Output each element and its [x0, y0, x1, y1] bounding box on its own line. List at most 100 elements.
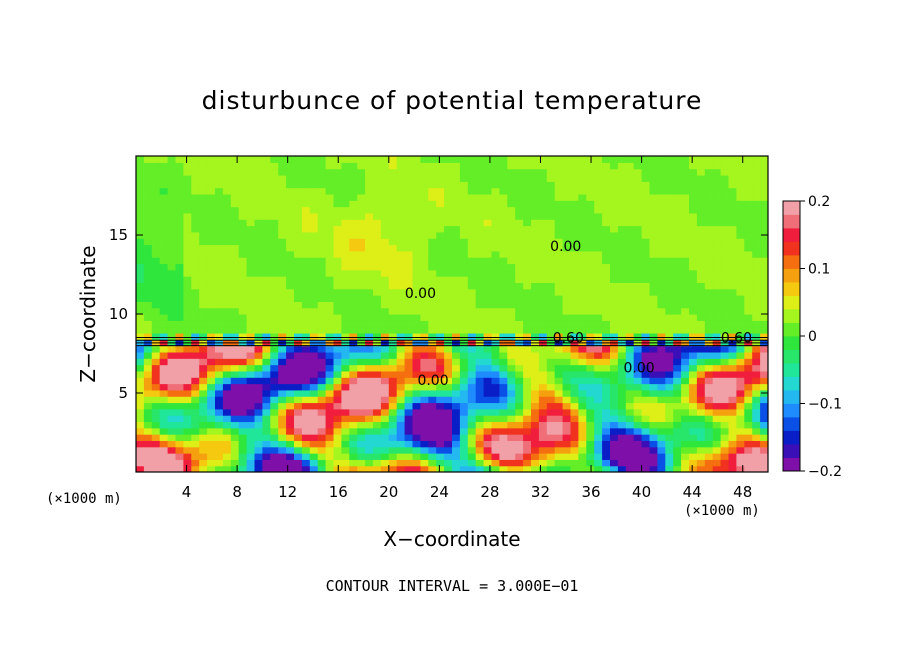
heatmap-cell [246, 314, 256, 321]
heatmap-cell [341, 453, 350, 460]
heatmap-cell [704, 408, 714, 416]
heatmap-cell [499, 282, 508, 290]
heatmap-cell [333, 446, 342, 454]
heatmap-cell [562, 301, 572, 309]
heatmap-cell [499, 187, 508, 195]
heatmap-cell [531, 320, 540, 328]
heatmap-cell [475, 200, 485, 208]
heatmap-cell [554, 250, 564, 258]
heatmap-cell [728, 351, 737, 359]
heatmap-cell [712, 193, 722, 201]
heatmap-cell [681, 174, 690, 182]
heatmap-cell [294, 295, 303, 302]
heatmap-cell [396, 288, 406, 296]
heatmap-cell [744, 459, 753, 467]
heatmap-cell [594, 345, 603, 353]
heatmap-cell [230, 326, 240, 334]
heatmap-cell [159, 434, 169, 441]
heatmap-cell [712, 206, 722, 214]
heatmap-cell [689, 276, 698, 283]
heatmap-cell [191, 282, 200, 290]
heatmap-cell [499, 326, 508, 334]
heatmap-cell [459, 314, 469, 321]
heatmap-cell [317, 402, 327, 410]
heatmap-cell [562, 269, 572, 277]
heatmap-cell [294, 364, 303, 372]
heatmap-cell [436, 206, 445, 214]
heatmap-cell [752, 200, 761, 208]
heatmap-cell [333, 231, 342, 239]
heatmap-cell [459, 389, 469, 397]
heatmap-cell [159, 440, 169, 448]
heatmap-cell [349, 156, 358, 163]
heatmap-cell [270, 206, 279, 214]
heatmap-cell [286, 174, 295, 182]
heatmap-cell [594, 389, 603, 397]
heatmap-cell [420, 244, 429, 252]
heatmap-cell [507, 421, 516, 429]
heatmap-cell [617, 314, 627, 321]
heatmap-cell [594, 269, 603, 277]
heatmap-cell [538, 295, 548, 302]
heatmap-cell [704, 288, 714, 296]
heatmap-cell [744, 345, 753, 353]
heatmap-cell [388, 364, 398, 372]
heatmap-cell [136, 244, 145, 252]
heatmap-cell [578, 288, 587, 296]
heatmap-cell [452, 459, 461, 467]
heatmap-cell [760, 181, 768, 189]
heatmap-cell [270, 295, 279, 302]
heatmap-cell [736, 250, 745, 258]
heatmap-cell [436, 383, 445, 391]
heatmap-cell [404, 181, 414, 189]
heatmap-cell [515, 383, 524, 391]
heatmap-cell [760, 434, 768, 441]
heatmap-cell [341, 377, 350, 385]
heatmap-cell [301, 269, 311, 277]
heatmap-cell [286, 421, 295, 429]
heatmap-cell [625, 408, 635, 416]
heatmap-cell [428, 301, 437, 309]
heatmap-cell [531, 446, 540, 454]
heatmap-cell [373, 358, 382, 366]
heatmap-cell [215, 427, 224, 435]
heatmap-cell [554, 364, 564, 372]
heatmap-cell [483, 187, 493, 195]
heatmap-cell [681, 320, 690, 328]
heatmap-cell [649, 276, 658, 283]
heatmap-cell [452, 434, 461, 441]
heatmap-cell [696, 212, 706, 220]
heatmap-cell [262, 402, 271, 410]
heatmap-cell [736, 370, 745, 378]
heatmap-cell [246, 421, 256, 429]
heatmap-cell [199, 465, 208, 472]
heatmap-cell [365, 276, 374, 283]
heatmap-cell [222, 156, 232, 163]
heatmap-cell [689, 377, 698, 385]
heatmap-cell [665, 326, 674, 334]
heatmap-cell [136, 415, 145, 423]
heatmap-cell [752, 320, 761, 328]
heatmap-cell [696, 295, 706, 302]
heatmap-cell [491, 358, 500, 366]
heatmap-cell [246, 427, 256, 435]
heatmap-cell [301, 383, 311, 391]
heatmap-cell [617, 200, 627, 208]
heatmap-cell [199, 345, 208, 353]
heatmap-cell [143, 193, 153, 201]
heatmap-cell [491, 276, 500, 283]
heatmap-cell [444, 168, 453, 176]
heatmap-cell [444, 181, 453, 189]
heatmap-cell [586, 257, 595, 265]
heatmap-cell [681, 427, 690, 435]
heatmap-cell [167, 427, 177, 435]
heatmap-cell [673, 389, 682, 397]
heatmap-cell [633, 269, 643, 277]
heatmap-cell [602, 181, 611, 189]
heatmap-cell [388, 181, 398, 189]
heatmap-cell [404, 326, 414, 334]
heatmap-cell [294, 370, 303, 378]
heatmap-cell [752, 408, 761, 416]
heatmap-cell [436, 276, 445, 283]
heatmap-cell [602, 250, 611, 258]
